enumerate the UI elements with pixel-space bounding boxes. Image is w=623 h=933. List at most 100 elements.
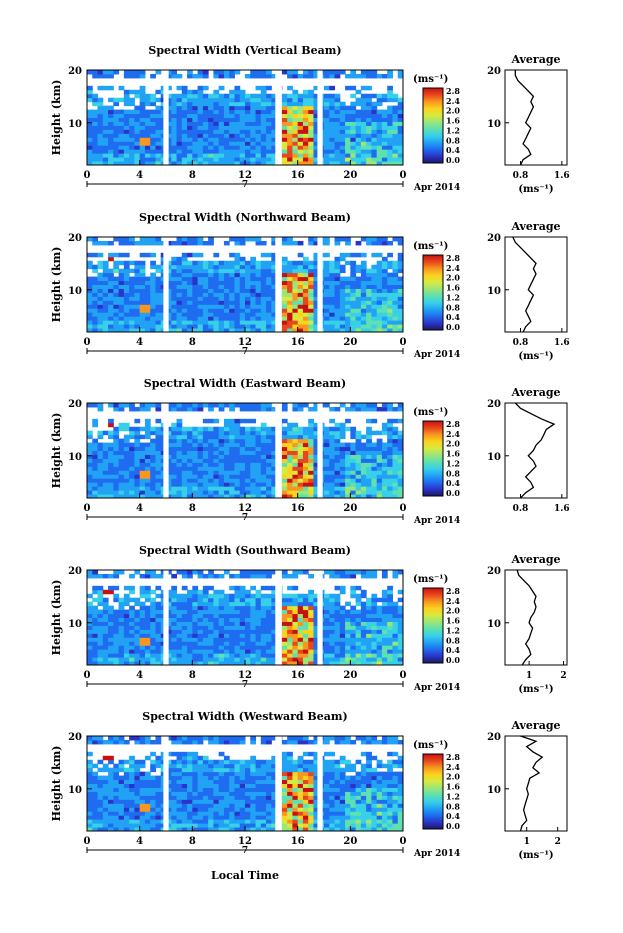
heatmap-cell <box>234 447 240 451</box>
heatmap-cell <box>140 594 146 598</box>
heatmap-cell <box>298 296 304 300</box>
heatmap-cell <box>129 145 135 149</box>
heatmap-cell <box>145 288 151 292</box>
heatmap-cell <box>292 486 298 490</box>
heatmap-cell <box>213 106 219 110</box>
heatmap-cell <box>192 288 198 292</box>
heatmap-cell <box>282 594 288 598</box>
heatmap-cell <box>261 586 267 590</box>
heatmap-cell <box>350 281 356 285</box>
heatmap-cell <box>335 241 341 245</box>
heatmap-cell <box>124 637 130 641</box>
heatmap-cell <box>103 86 109 90</box>
heatmap-cell <box>266 265 272 269</box>
heatmap-cell <box>287 102 293 106</box>
heatmap-cell <box>371 114 377 118</box>
heatmap-cell <box>350 292 356 296</box>
heatmap-cell <box>140 241 146 245</box>
heatmap-cell <box>308 118 314 122</box>
heatmap-cell <box>134 443 140 447</box>
heatmap-cell <box>324 133 330 137</box>
heatmap-cell <box>119 324 125 328</box>
heatmap-cell <box>350 141 356 145</box>
heatmap-cell <box>155 649 161 653</box>
heatmap-cell <box>229 320 235 324</box>
colorbar-tick-label: 2.0 <box>446 106 460 116</box>
heatmap-cell <box>387 153 393 157</box>
heatmap-cell <box>103 296 109 300</box>
heatmap-cell <box>345 129 351 133</box>
heatmap-cell <box>335 70 341 74</box>
heatmap-cell <box>192 641 198 645</box>
heatmap-cell <box>287 312 293 316</box>
heatmap-cell <box>298 308 304 312</box>
heatmap-cell <box>387 618 393 622</box>
heatmap-cell <box>392 157 398 161</box>
heatmap-cell <box>213 614 219 618</box>
heatmap-cell <box>350 121 356 125</box>
heatmap-cell <box>92 645 98 649</box>
heatmap-cell <box>234 149 240 153</box>
heatmap-cell <box>250 133 256 137</box>
heatmap-cell <box>155 618 161 622</box>
heatmap-cell <box>177 296 183 300</box>
heatmap-cell <box>287 594 293 598</box>
heatmap-cell <box>229 277 235 281</box>
heatmap-cell <box>345 458 351 462</box>
heatmap-cell <box>245 602 251 606</box>
heatmap-cell <box>329 462 335 466</box>
heatmap-cell <box>377 320 383 324</box>
heatmap-cell <box>303 125 309 129</box>
heatmap-cell <box>108 312 114 316</box>
heatmap-cell <box>92 443 98 447</box>
heatmap-cell <box>113 118 119 122</box>
heatmap-cell <box>282 296 288 300</box>
heatmap-cell <box>303 324 309 328</box>
heatmap-cell <box>198 633 204 637</box>
heatmap-cell <box>219 470 225 474</box>
heatmap-cell <box>371 625 377 629</box>
heatmap-cell <box>382 606 388 610</box>
heatmap-cell <box>256 637 262 641</box>
heatmap-cell <box>203 610 209 614</box>
heatmap-cell <box>134 292 140 296</box>
heatmap-cell <box>208 629 214 633</box>
heatmap-cell <box>261 439 267 443</box>
heatmap-cell <box>145 407 151 411</box>
heatmap-cell <box>208 137 214 141</box>
heatmap-cell <box>282 621 288 625</box>
heatmap-cell <box>340 590 346 594</box>
heatmap-cell <box>182 320 188 324</box>
heatmap-cell <box>324 490 330 494</box>
heatmap-cell <box>356 253 362 257</box>
heatmap-cell <box>377 149 383 153</box>
heatmap-cell <box>124 645 130 649</box>
heatmap-cell <box>345 570 351 574</box>
heatmap-cell <box>366 454 372 458</box>
heatmap-cell <box>98 149 104 153</box>
heatmap-cell <box>377 277 383 281</box>
heatmap-cell <box>213 602 219 606</box>
heatmap-cell <box>203 125 209 129</box>
heatmap-cell <box>87 237 93 241</box>
heatmap-cell <box>382 403 388 407</box>
heatmap-cell <box>392 629 398 633</box>
heatmap-cell <box>324 474 330 478</box>
heatmap-cell <box>187 137 193 141</box>
heatmap-cell <box>87 574 93 578</box>
heatmap-cell <box>261 447 267 451</box>
heatmap-cell <box>140 474 146 478</box>
heatmap-cell <box>208 618 214 622</box>
heatmap-cell <box>256 574 262 578</box>
heatmap-cell <box>208 141 214 145</box>
heatmap-cell <box>192 125 198 129</box>
heatmap-cell <box>392 570 398 574</box>
heatmap-cell <box>192 602 198 606</box>
heatmap-cell <box>377 482 383 486</box>
heatmap-cell <box>98 443 104 447</box>
heatmap-cell <box>177 629 183 633</box>
heatmap-cell <box>256 102 262 106</box>
heatmap-cell <box>171 300 177 304</box>
heatmap-cell <box>366 300 372 304</box>
heatmap-cell <box>256 606 262 610</box>
